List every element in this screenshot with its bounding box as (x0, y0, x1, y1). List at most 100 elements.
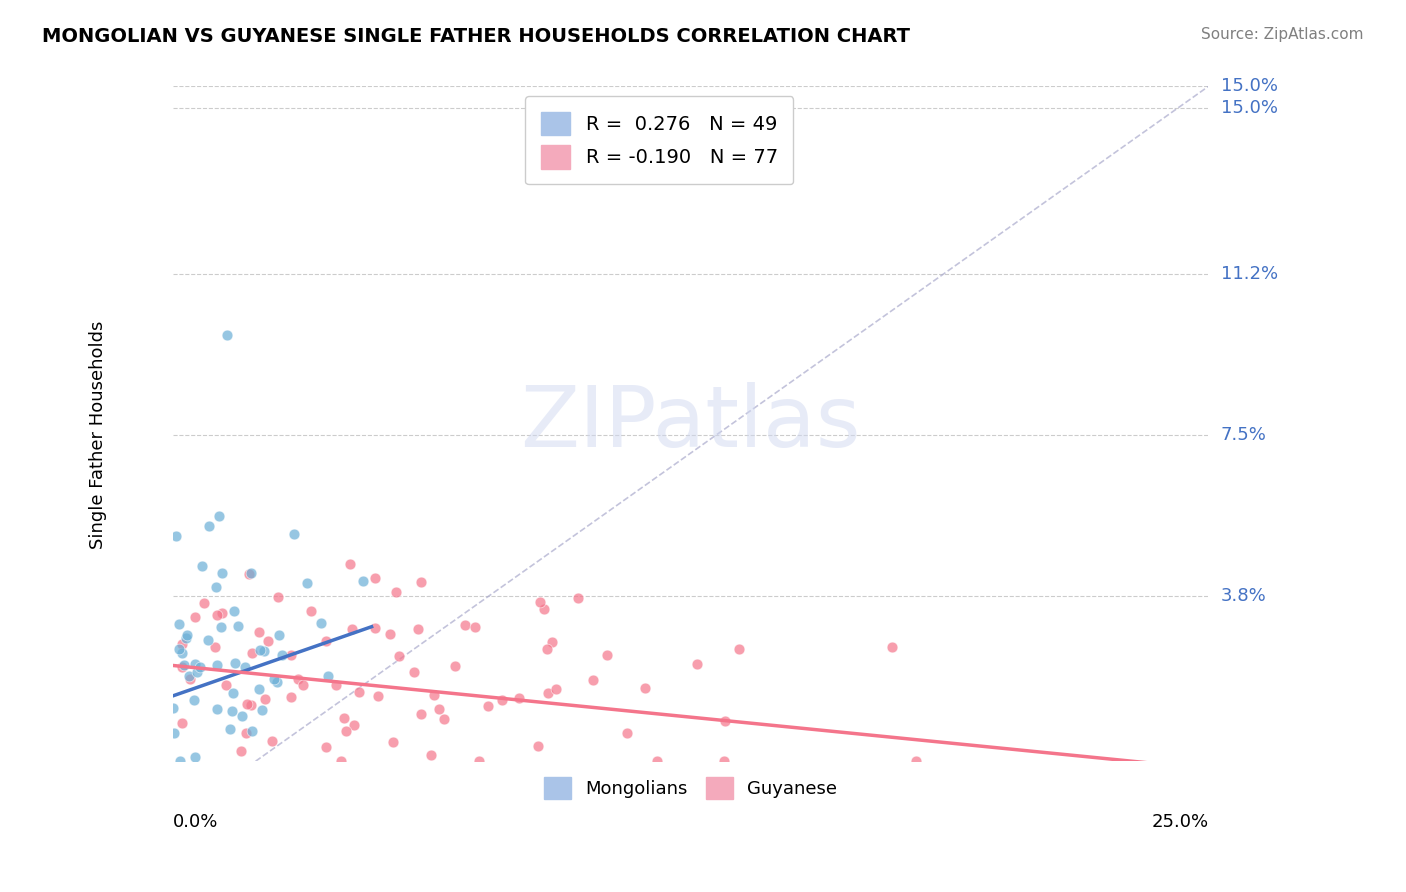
Point (508, 691, 530, 706)
Point (170, 715, 193, 730)
Point (464, 620, 486, 634)
Point (347, 684, 370, 698)
Text: MONGOLIAN VS GUYANESE SINGLE FATHER HOUSEHOLDS CORRELATION CHART: MONGOLIAN VS GUYANESE SINGLE FATHER HOUS… (42, 27, 910, 45)
Text: Source: ZipAtlas.com: Source: ZipAtlas.com (1201, 27, 1364, 42)
Point (527, 739, 550, 753)
Point (880, 640, 903, 655)
Point (191, 559, 214, 574)
Point (384, 585, 406, 599)
Point (250, 703, 273, 717)
Point (364, 571, 387, 585)
Point (247, 682, 270, 697)
Point (253, 643, 276, 657)
Point (163, 725, 186, 739)
Point (172, 660, 194, 674)
Point (221, 704, 243, 718)
Point (224, 657, 246, 671)
Point (177, 669, 200, 683)
Text: 11.2%: 11.2% (1220, 265, 1278, 283)
Point (167, 641, 190, 656)
Point (239, 698, 262, 712)
Point (267, 591, 290, 605)
Point (257, 634, 280, 648)
Point (714, 714, 737, 728)
Point (236, 697, 259, 711)
Point (254, 692, 277, 706)
Point (215, 678, 238, 692)
Point (205, 607, 228, 622)
Point (280, 648, 302, 663)
Point (378, 627, 401, 641)
Point (420, 747, 443, 762)
Point (247, 625, 270, 640)
Point (218, 722, 240, 736)
Point (198, 518, 221, 533)
Point (263, 672, 285, 686)
Point (204, 640, 226, 654)
Point (596, 648, 619, 662)
Point (406, 622, 429, 636)
Point (905, 754, 928, 768)
Point (582, 673, 605, 687)
Point (402, 665, 425, 679)
Point (229, 744, 252, 758)
Point (333, 711, 356, 725)
Point (204, 580, 226, 594)
Point (340, 622, 363, 636)
Point (429, 702, 451, 716)
Point (280, 690, 302, 704)
Point (454, 617, 477, 632)
Point (315, 739, 337, 754)
Point (468, 754, 491, 768)
Point (343, 718, 366, 732)
Point (231, 708, 253, 723)
Point (266, 674, 288, 689)
Point (541, 635, 564, 649)
Point (686, 657, 709, 672)
Point (183, 610, 205, 624)
Point (382, 735, 405, 749)
Point (249, 643, 271, 657)
Point (193, 595, 215, 609)
Point (299, 604, 322, 618)
Point (728, 641, 751, 656)
Point (211, 566, 233, 581)
Point (197, 632, 219, 647)
Point (167, 616, 190, 631)
Point (207, 702, 229, 716)
Text: Single Father Households: Single Father Households (89, 320, 107, 549)
Point (352, 574, 374, 588)
Text: 0.0%: 0.0% (173, 814, 218, 831)
Point (271, 648, 294, 662)
Point (207, 658, 229, 673)
Point (183, 749, 205, 764)
Text: 25.0%: 25.0% (1152, 814, 1208, 831)
Point (536, 686, 558, 700)
Point (184, 657, 207, 671)
Point (172, 646, 194, 660)
Point (235, 726, 257, 740)
Point (567, 591, 589, 605)
Point (183, 693, 205, 707)
Point (283, 526, 305, 541)
Point (330, 754, 353, 768)
Point (477, 699, 499, 714)
Point (215, 327, 238, 342)
Point (238, 567, 260, 582)
Point (211, 607, 233, 621)
Point (339, 557, 361, 571)
Point (209, 620, 232, 634)
Point (536, 641, 558, 656)
Point (533, 602, 555, 616)
Point (616, 725, 638, 739)
Point (491, 693, 513, 707)
Point (173, 657, 195, 672)
Point (335, 723, 357, 738)
Point (226, 618, 249, 632)
Point (364, 621, 387, 635)
Point (311, 615, 333, 630)
Point (316, 669, 339, 683)
Point (176, 627, 198, 641)
Point (169, 754, 191, 768)
Point (240, 724, 263, 739)
